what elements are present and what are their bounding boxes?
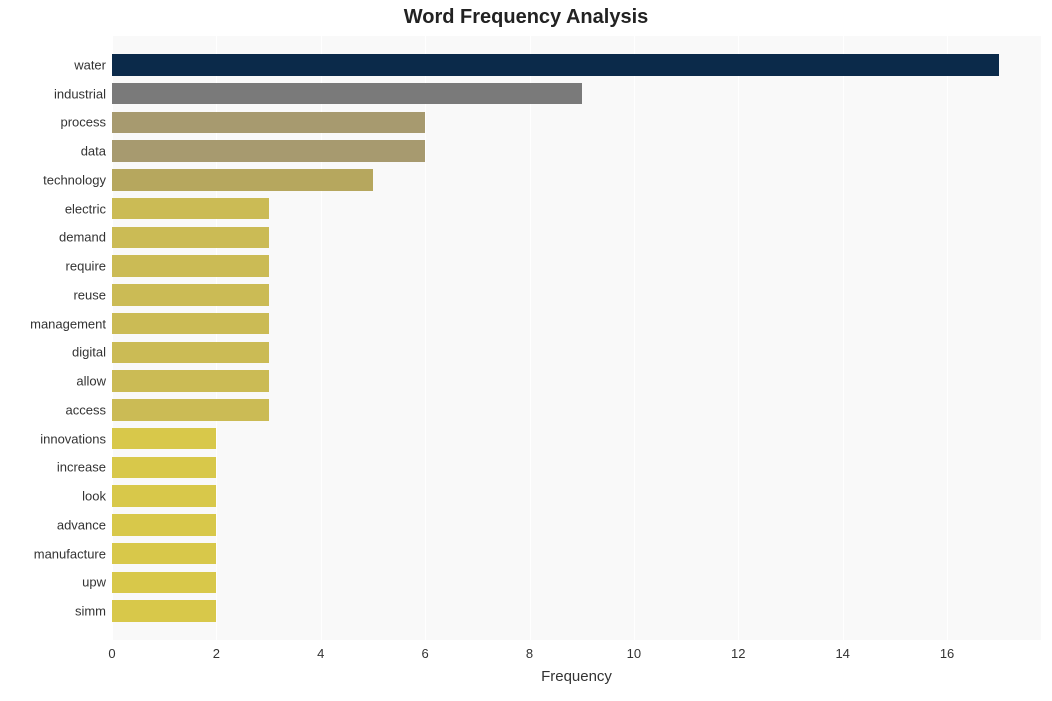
bar-row: water bbox=[112, 54, 1041, 76]
bar-row: access bbox=[112, 399, 1041, 421]
bar-row: technology bbox=[112, 169, 1041, 191]
y-tick-label: require bbox=[66, 259, 112, 274]
bar-row: reuse bbox=[112, 284, 1041, 306]
x-tick-label: 16 bbox=[940, 640, 954, 661]
bar-row: process bbox=[112, 112, 1041, 134]
y-tick-label: data bbox=[81, 144, 112, 159]
bar-row: demand bbox=[112, 227, 1041, 249]
y-tick-label: upw bbox=[82, 575, 112, 590]
bar-row: electric bbox=[112, 198, 1041, 220]
y-tick-label: access bbox=[66, 402, 112, 417]
x-tick-label: 0 bbox=[108, 640, 115, 661]
bar bbox=[112, 83, 582, 105]
bar bbox=[112, 313, 269, 335]
bar bbox=[112, 255, 269, 277]
bar-row: allow bbox=[112, 370, 1041, 392]
x-tick-label: 12 bbox=[731, 640, 745, 661]
y-tick-label: increase bbox=[57, 460, 112, 475]
x-tick-label: 2 bbox=[213, 640, 220, 661]
bar-row: industrial bbox=[112, 83, 1041, 105]
chart-container: Word Frequency Analysis 0 2 4 6 8 10 12 14 16 Fre… bbox=[0, 0, 1052, 701]
bar bbox=[112, 485, 216, 507]
bar bbox=[112, 342, 269, 364]
y-tick-label: process bbox=[60, 115, 112, 130]
plot-area: 0246810121416Frequencywaterindustrialpro… bbox=[112, 36, 1041, 640]
bar bbox=[112, 227, 269, 249]
bar bbox=[112, 370, 269, 392]
y-tick-label: digital bbox=[72, 345, 112, 360]
bar-row: manufacture bbox=[112, 543, 1041, 565]
bar bbox=[112, 198, 269, 220]
y-tick-label: advance bbox=[57, 517, 112, 532]
x-tick-label: 14 bbox=[835, 640, 849, 661]
bar bbox=[112, 399, 269, 421]
y-tick-label: industrial bbox=[54, 86, 112, 101]
x-axis-label: Frequency bbox=[541, 668, 612, 685]
bar bbox=[112, 54, 999, 76]
bar bbox=[112, 428, 216, 450]
x-tick-label: 10 bbox=[627, 640, 641, 661]
bar-row: advance bbox=[112, 514, 1041, 536]
bar-row: require bbox=[112, 255, 1041, 277]
y-tick-label: demand bbox=[59, 230, 112, 245]
bar-row: data bbox=[112, 140, 1041, 162]
bar bbox=[112, 600, 216, 622]
y-tick-label: innovations bbox=[40, 431, 112, 446]
bar bbox=[112, 112, 425, 134]
bar-row: management bbox=[112, 313, 1041, 335]
y-tick-label: reuse bbox=[73, 287, 112, 302]
bar bbox=[112, 169, 373, 191]
bar bbox=[112, 457, 216, 479]
y-tick-label: electric bbox=[65, 201, 112, 216]
bar bbox=[112, 572, 216, 594]
x-tick-label: 4 bbox=[317, 640, 324, 661]
bar-row: upw bbox=[112, 572, 1041, 594]
y-tick-label: simm bbox=[75, 604, 112, 619]
y-tick-label: water bbox=[74, 57, 112, 72]
bar-row: look bbox=[112, 485, 1041, 507]
y-tick-label: manufacture bbox=[34, 546, 112, 561]
bar-row: simm bbox=[112, 600, 1041, 622]
bar-row: increase bbox=[112, 457, 1041, 479]
bar bbox=[112, 514, 216, 536]
y-tick-label: management bbox=[30, 316, 112, 331]
bar-row: digital bbox=[112, 342, 1041, 364]
y-tick-label: technology bbox=[43, 172, 112, 187]
y-tick-label: allow bbox=[76, 374, 112, 389]
bar bbox=[112, 140, 425, 162]
x-tick-label: 8 bbox=[526, 640, 533, 661]
bar bbox=[112, 543, 216, 565]
bar bbox=[112, 284, 269, 306]
chart-title: Word Frequency Analysis bbox=[0, 6, 1052, 29]
y-tick-label: look bbox=[82, 489, 112, 504]
bar-row: innovations bbox=[112, 428, 1041, 450]
x-tick-label: 6 bbox=[422, 640, 429, 661]
